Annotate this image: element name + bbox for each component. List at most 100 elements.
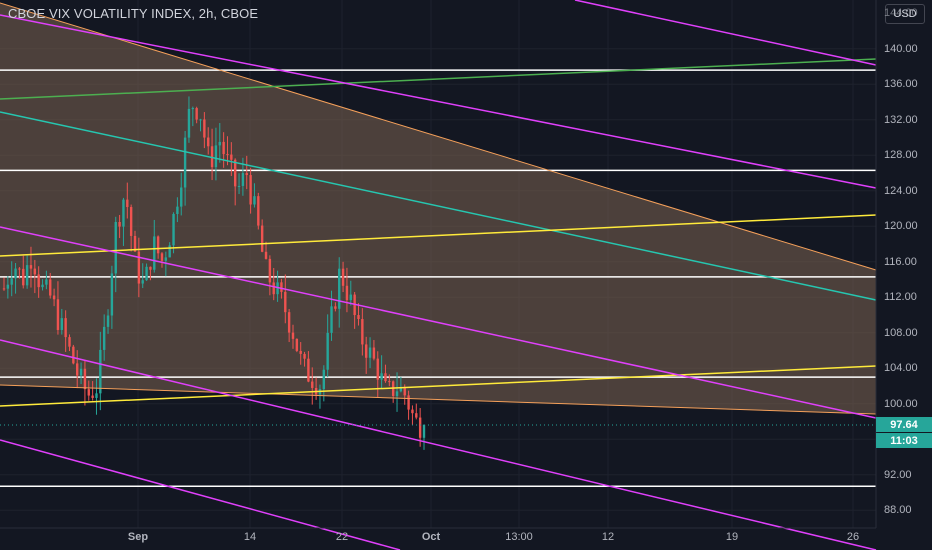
candle-body — [68, 337, 71, 347]
magenta-line-1 — [574, 0, 877, 66]
candle-body — [326, 332, 329, 370]
candle-body — [110, 273, 114, 316]
candle-body — [249, 175, 252, 205]
candle-body — [18, 268, 21, 270]
yellow-lower-line — [0, 365, 877, 407]
time-tick-label: 13:00 — [505, 531, 533, 543]
candle-body — [168, 245, 171, 258]
candle-body — [207, 137, 210, 147]
currency-button[interactable]: USD — [885, 4, 925, 24]
time-tick-label: 26 — [846, 531, 860, 543]
time-tick-label: Sep — [127, 531, 149, 543]
candle-body — [384, 373, 387, 382]
candle-body — [330, 306, 333, 333]
candle-body — [218, 141, 221, 146]
candle-body — [79, 368, 83, 376]
yellow-upper-line — [0, 214, 877, 257]
candle-body — [14, 268, 17, 279]
candle-body — [260, 225, 264, 252]
candle-body — [76, 363, 79, 376]
candle-body — [222, 141, 225, 155]
chart-title: CBOE VIX VOLATILITY INDEX, 2h, CBOE — [8, 6, 259, 21]
candle-body — [83, 368, 87, 390]
candle-body — [380, 373, 383, 380]
candle-body — [52, 295, 56, 300]
candle-body — [106, 315, 110, 327]
candle-body — [22, 268, 25, 286]
price-tick-label: 116.00 — [884, 255, 917, 268]
orange-upper-line — [0, 2, 877, 271]
price-tick-label: 104.00 — [884, 362, 918, 375]
candle-body — [203, 119, 206, 138]
candle-body — [299, 350, 302, 354]
orange-lower-line — [0, 384, 877, 415]
candle-body — [133, 235, 137, 252]
candle-body — [153, 236, 156, 270]
candle-body — [403, 387, 406, 396]
candle-body — [233, 159, 237, 187]
candle-body — [341, 268, 345, 286]
candle-body — [395, 391, 399, 396]
candle-body — [361, 319, 364, 345]
candle-body — [102, 326, 106, 350]
trend-lines — [0, 0, 877, 550]
candle-body — [338, 268, 341, 309]
candle-body — [349, 294, 352, 301]
candle-body — [187, 108, 191, 138]
green-line — [0, 58, 877, 100]
candle-body — [407, 395, 410, 410]
price-tick-label: 100.00 — [884, 397, 918, 410]
candle-body — [2, 288, 6, 290]
candle-body — [56, 299, 60, 330]
candle-body — [180, 187, 183, 207]
candle-body — [45, 279, 48, 285]
magenta-line-2 — [0, 14, 877, 189]
candle-body — [291, 332, 295, 339]
magenta-line-3 — [0, 226, 877, 419]
candle-body — [311, 381, 314, 388]
candle-body — [253, 196, 256, 205]
candle-body — [268, 258, 272, 283]
candle-body — [365, 344, 368, 358]
candle-body — [272, 282, 275, 295]
price-tick-label: 88.00 — [884, 504, 912, 517]
teal-line — [0, 111, 877, 301]
candle-body — [237, 185, 241, 187]
candle-body — [149, 266, 152, 270]
price-tick-label: 120.00 — [884, 220, 918, 233]
magenta-line-5 — [0, 439, 401, 550]
price-tick-label: 136.00 — [884, 78, 918, 91]
candle-body — [257, 196, 260, 226]
candle-body — [280, 282, 283, 292]
time-tick-label: Oct — [421, 531, 441, 543]
candle-body — [6, 284, 10, 289]
time-tick-label: 22 — [335, 531, 349, 543]
candle-body — [357, 315, 360, 320]
candle-body — [284, 291, 287, 313]
candle-body — [345, 285, 349, 301]
time-tick-label: 19 — [725, 531, 739, 543]
price-tick-label: 108.00 — [884, 326, 918, 339]
price-tick-label: 144.00 — [884, 7, 918, 20]
candle-body — [230, 154, 233, 160]
candle-body — [372, 347, 376, 359]
candle-body — [164, 257, 168, 261]
candle-body — [388, 381, 391, 383]
candle-body — [172, 213, 175, 246]
candle-body — [411, 409, 414, 414]
candle-body — [10, 278, 13, 285]
candle-body — [303, 353, 306, 359]
price-tick-label: 124.00 — [884, 184, 918, 197]
candle-body — [99, 349, 102, 394]
candle-body — [129, 207, 133, 236]
candle-body — [415, 413, 418, 418]
candle-body — [156, 236, 160, 254]
candle-body — [29, 265, 33, 269]
price-tick-label: 92.00 — [884, 468, 912, 481]
candle-body — [118, 221, 121, 227]
countdown-badge: 11:03 — [876, 433, 932, 448]
candles — [2, 96, 426, 450]
candle-body — [160, 253, 164, 261]
